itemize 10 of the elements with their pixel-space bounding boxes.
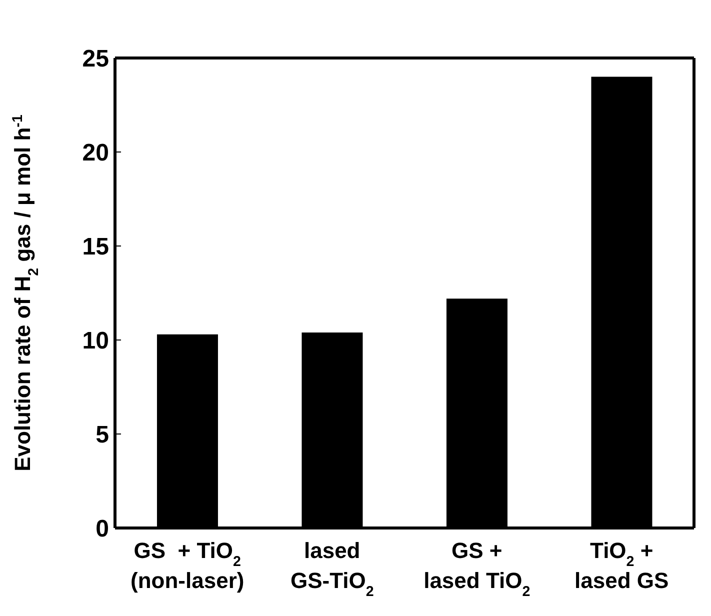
x-tick-label: lased GS-TiO$_{2}$ — [290, 538, 374, 600]
y-tick-label: 5 — [96, 422, 109, 449]
y-tick-label: 20 — [82, 140, 109, 167]
y-tick-label: 15 — [82, 234, 109, 261]
x-tick-label: GS + lased TiO$_{2}$ — [424, 538, 530, 600]
x-tick-label: GS + TiO$_{2}$ (non-laser) — [130, 538, 244, 593]
y-tick-label: 0 — [96, 516, 109, 543]
y-tick-label: 10 — [82, 328, 109, 355]
x-tick-label: TiO$_{2}$ + lased GS — [574, 538, 669, 593]
y-tick-label: 25 — [82, 46, 109, 73]
